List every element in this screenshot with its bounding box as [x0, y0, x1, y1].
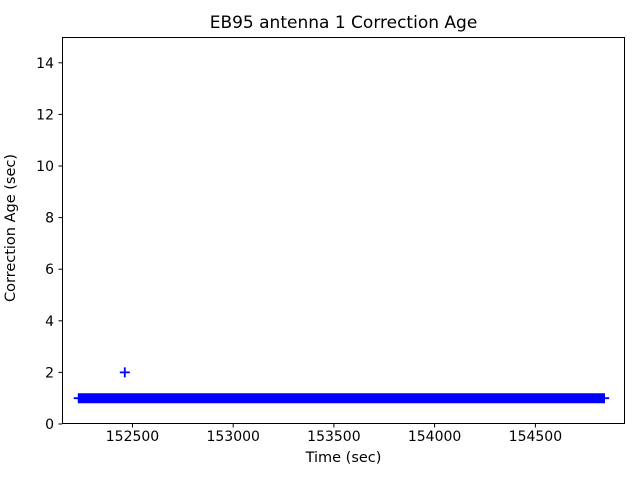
axes-frame [62, 37, 625, 424]
y-tick-label: 12 [36, 107, 54, 123]
y-tick-label: 10 [36, 159, 54, 175]
y-axis-label: Correction Age (sec) [3, 154, 19, 302]
x-tick-label: 154000 [408, 429, 461, 445]
x-tick-label: 153000 [206, 429, 259, 445]
y-tick-label: 0 [45, 417, 54, 433]
y-tick-label: 8 [45, 211, 54, 227]
y-axis-ticks: 0 2 4 6 8 10 12 14 [36, 56, 62, 433]
x-axis-label: Time (sec) [305, 450, 382, 466]
y-tick-label: 14 [36, 56, 54, 72]
x-tick-label: 154500 [509, 429, 562, 445]
x-tick-label: 152500 [106, 429, 159, 445]
chart-title: EB95 antenna 1 Correction Age [210, 13, 478, 33]
x-axis-ticks: 152500 153000 153500 154000 154500 [106, 424, 562, 445]
data-markers [73, 367, 610, 404]
y-tick-label: 6 [45, 262, 54, 278]
scatter-plus-markers [73, 367, 610, 404]
y-tick-label: 2 [45, 365, 54, 381]
axes-spines [62, 37, 625, 424]
x-tick-label: 153500 [307, 429, 360, 445]
y-tick-label: 4 [45, 314, 54, 330]
